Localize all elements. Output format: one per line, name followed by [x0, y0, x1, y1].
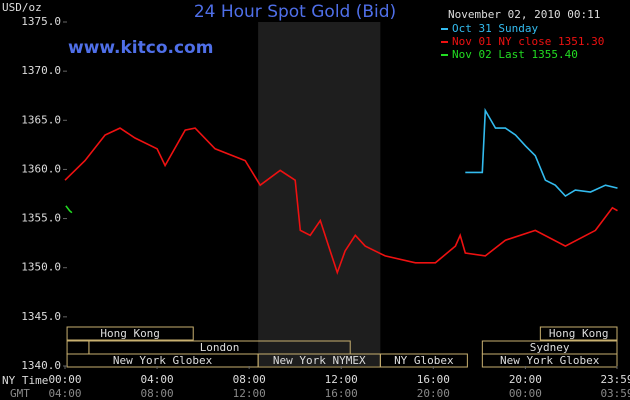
x-tick-label: 08:00	[233, 373, 266, 386]
x-tick-label: 23:59	[600, 373, 630, 386]
legend-label: Oct 31 Sunday	[452, 22, 538, 35]
x-tick-label: 16:00	[417, 373, 450, 386]
session-box	[66, 340, 90, 355]
chart-title: 24 Hour Spot Gold (Bid)	[194, 2, 396, 22]
y-tick-label: 1340.0	[21, 359, 61, 372]
x-tick-label: 00:00	[48, 373, 81, 386]
session-box	[539, 326, 618, 341]
gmt-tick-label: 16:00	[325, 387, 358, 400]
gmt-tick-label: 08:00	[141, 387, 174, 400]
site-label: www.kitco.com	[68, 38, 213, 58]
session-label: London	[200, 341, 240, 354]
session-label: Hong Kong	[549, 327, 609, 340]
gmt-tick-label: 12:00	[233, 387, 266, 400]
y-tick-label: 1350.0	[21, 261, 61, 274]
session-label: New York NYMEX	[273, 354, 366, 367]
legend-label: Nov 02 Last 1355.40	[452, 48, 578, 61]
session-box	[66, 326, 194, 341]
y-tick-label: 1360.0	[21, 162, 61, 175]
y-axis-label: USD/oz	[2, 1, 42, 14]
session-shade	[258, 22, 381, 366]
session-label: NY Globex	[394, 354, 454, 367]
timestamp: November 02, 2010 00:11	[448, 8, 600, 21]
session-box	[379, 353, 468, 368]
session-label: New York Globex	[113, 354, 213, 367]
x2-axis-label: GMT	[10, 387, 30, 400]
series-line	[64, 127, 618, 276]
x-tick-label: 20:00	[509, 373, 542, 386]
y-tick-label: 1355.0	[21, 212, 61, 225]
x-axis-label: NY Time	[2, 374, 48, 387]
legend-label: Nov 01 NY close 1351.30	[452, 35, 604, 48]
gmt-tick-label: 20:00	[417, 387, 450, 400]
x-tick-label: 04:00	[141, 373, 174, 386]
y-tick-label: 1365.0	[21, 113, 61, 126]
gmt-tick-label: 04:00	[48, 387, 81, 400]
series-line	[65, 205, 73, 214]
series-line	[465, 107, 618, 198]
y-tick-label: 1345.0	[21, 310, 61, 323]
gmt-tick-label: 00:00	[509, 387, 542, 400]
session-label: New York Globex	[500, 354, 600, 367]
x-tick-label: 12:00	[325, 373, 358, 386]
y-tick-label: 1375.0	[21, 15, 61, 28]
background-layer	[258, 22, 381, 366]
y-tick-label: 1370.0	[21, 64, 61, 77]
gmt-tick-label: 03:59	[600, 387, 630, 400]
session-label: Hong Kong	[100, 327, 160, 340]
session-box	[481, 353, 618, 368]
session-label: Sydney	[530, 341, 570, 354]
